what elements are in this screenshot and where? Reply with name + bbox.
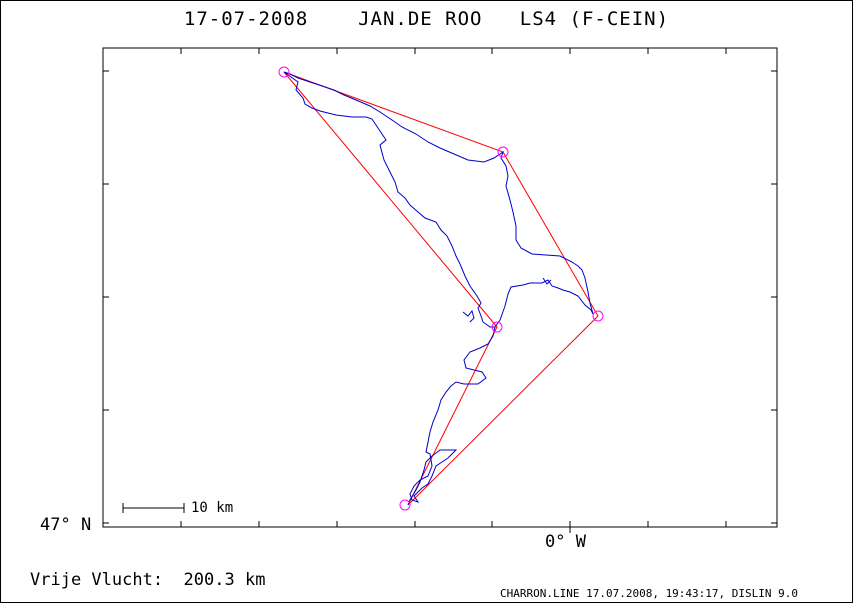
scale-bar [122, 503, 185, 513]
flight-title: 17-07-2008 JAN.DE ROO LS4 (F-CEIN) [0, 8, 853, 30]
flight-date: 17-07-2008 [183, 8, 309, 30]
turnpoint-start [278, 66, 290, 78]
latitude-label: 47° N [40, 515, 92, 535]
pilot-name: JAN.DE ROO [358, 8, 483, 30]
plot-border [102, 47, 778, 528]
turnpoint-3 [592, 310, 604, 322]
turnpoints [278, 66, 604, 511]
distance-summary: Vrije Vlucht: 200.3 km [30, 570, 265, 590]
axis-ticks [102, 48, 777, 533]
turnpoint-5 [491, 321, 503, 333]
turnpoint-2 [497, 146, 509, 158]
scale-bar-label: 10 km [191, 500, 234, 516]
distance-value: 200.3 km [183, 570, 266, 590]
distance-label: Vrije Vlucht: [30, 570, 164, 590]
footer-info: CHARRON.LINE 17.07.2008, 19:43:17, DISLI… [500, 587, 799, 600]
flight-track [283, 71, 594, 328]
flight-track-thermal-2 [542, 277, 552, 285]
longitude-label: 0° W [545, 532, 586, 552]
task-polygon [283, 71, 599, 506]
flight-track-south [407, 326, 496, 506]
flight-track-thermal-1 [462, 309, 475, 323]
turnpoint-4 [399, 499, 411, 511]
glider-id: LS4 (F-CEIN) [519, 8, 670, 30]
